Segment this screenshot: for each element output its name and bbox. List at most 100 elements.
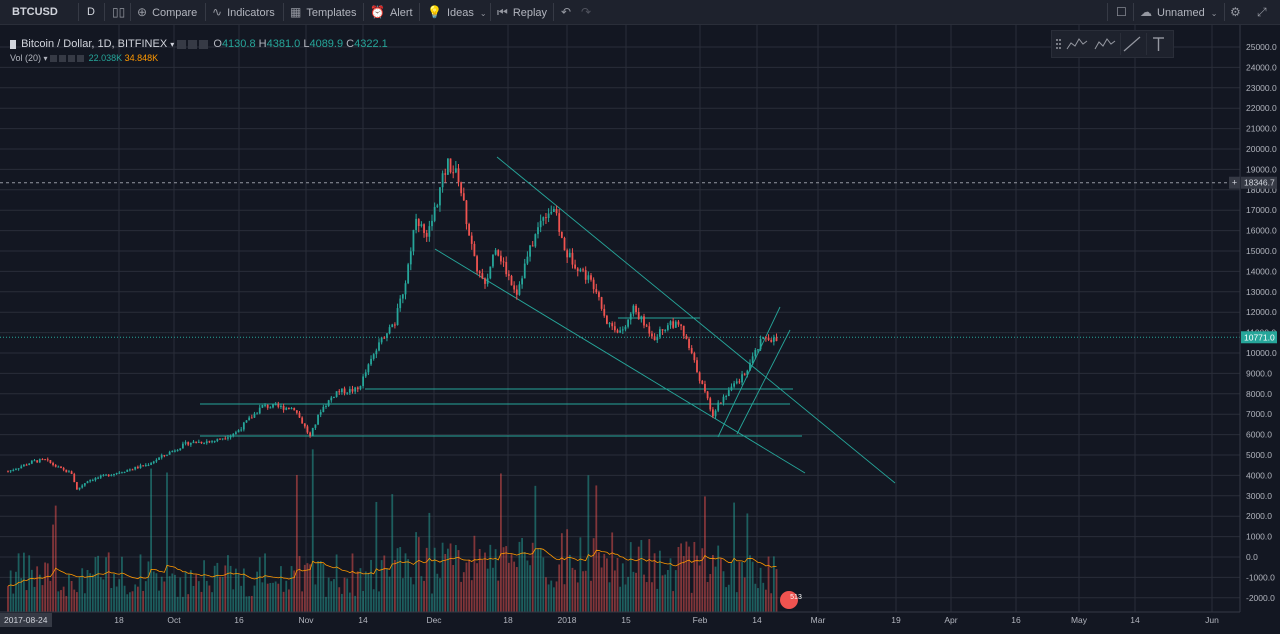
drag-handle-icon[interactable] [1056,39,1061,49]
volume-bar [606,558,608,612]
candle-body [762,337,765,340]
volume-bar [563,584,566,612]
candle-body [688,338,690,349]
candle-body [598,292,600,298]
volume-bar [616,557,619,612]
volume-bar [592,538,595,612]
candle-body [743,374,746,376]
candle-body [500,255,502,262]
time-label: 2018 [558,615,577,625]
candle-body [396,308,399,326]
volume-bar [553,587,555,612]
volume-bar [333,579,335,612]
indicators-button[interactable]: ∿ Indicators [212,0,275,24]
eye-icon[interactable] [50,55,58,63]
candle-body [547,213,550,218]
candle-body [235,432,237,434]
candle-body [293,407,296,411]
pattern-tool-icon[interactable] [1066,38,1088,50]
candle-body [105,474,107,476]
volume-bar [325,596,327,612]
settings-button[interactable]: ⚙ [1230,0,1246,24]
volume-bar [184,571,187,612]
volume-bar [309,564,311,612]
volume-bar [189,570,192,612]
volume-bar [439,578,441,612]
candle-body [436,205,439,207]
price-label: 8000.0 [1246,389,1272,399]
channel-line-lower [717,306,781,438]
volume-bar [166,472,168,612]
price-chart[interactable]: 513 25000.024000.023000.022000.021000.02… [0,25,1280,629]
candle-body [627,319,629,327]
time-label: Oct [167,615,181,625]
symbol-search[interactable]: BTCUSD [12,6,58,18]
layout-menu-button[interactable]: ☁ Unnamed ⌄ [1140,0,1222,24]
abcd-pattern-icon[interactable] [1094,38,1116,50]
candle-body [76,482,78,490]
volume-bar [680,543,682,612]
volume-bar [550,580,553,612]
chevron-down-icon[interactable]: ▾ [43,54,48,63]
volume-bar [298,556,301,612]
ideas-button[interactable]: 💡 Ideas ⌄ [427,0,492,24]
replay-button[interactable]: ⏮ Replay [497,0,547,24]
volume-bar [579,537,582,612]
settings-icon[interactable] [59,55,67,63]
close-icon[interactable] [199,39,209,49]
volume-bar [725,587,728,612]
eye-icon[interactable] [177,39,187,49]
candle-body [166,454,168,456]
volume-bar [147,561,150,612]
candle-body [176,450,179,452]
candle-body [677,321,680,325]
series-title[interactable]: Bitcoin / Dollar, 1D, BITFINEX [21,38,168,50]
volume-bar [743,577,746,612]
templates-button[interactable]: ▦ Templates [290,0,356,24]
candle-body [518,284,521,295]
fullscreen-toggle-button[interactable]: ☐ [1116,0,1132,24]
settings-icon[interactable] [188,39,198,49]
volume-title[interactable]: Vol (20) [10,53,42,63]
close-icon[interactable] [68,55,76,63]
candle-body [152,461,155,464]
volume-bar [555,581,558,612]
chart-style-button[interactable]: ▯▯ [112,0,130,24]
text-tool-icon[interactable] [1153,37,1164,51]
interval-button[interactable]: D [87,6,95,18]
volume-bar [436,573,439,612]
redo-button[interactable]: ↷ [581,0,596,24]
candle-body [542,217,545,221]
volume-bar [770,593,773,612]
trend-line-tool-icon[interactable] [1123,36,1141,52]
alert-button[interactable]: ⏰ Alert [370,0,413,24]
volume-bar [280,566,282,612]
candle-body [160,455,163,458]
volume-bar [478,548,481,612]
compare-button[interactable]: ⊕ Compare [137,0,197,24]
volume-bar [285,580,288,612]
candle-body [388,327,391,334]
candle-body [346,392,349,394]
candle-body [383,337,386,339]
undo-button[interactable]: ↶ [561,0,576,24]
chart-area[interactable]: 513 25000.0 24000.0 23000.0 22000.0 21000.0 2… [0,25,1280,629]
volume-bar [293,570,296,612]
volume-bar [394,559,396,612]
maximize-button[interactable]: ⤢ [1257,0,1272,24]
candle-body [110,475,113,477]
volume-bar [674,570,677,612]
volume-bar [343,577,346,612]
candle-body [595,289,598,293]
candle-body [476,256,478,272]
chevron-down-icon[interactable]: ▾ [170,40,175,49]
candle-body [637,312,640,320]
volume-bar [367,572,370,612]
more-icon[interactable] [77,55,85,63]
chevron-down-icon: ⌄ [479,9,487,18]
volume-bar [335,554,338,612]
volume-bar [590,580,592,612]
series-color-icon [10,39,16,49]
candle-body [407,264,410,284]
volume-bar [468,559,470,612]
